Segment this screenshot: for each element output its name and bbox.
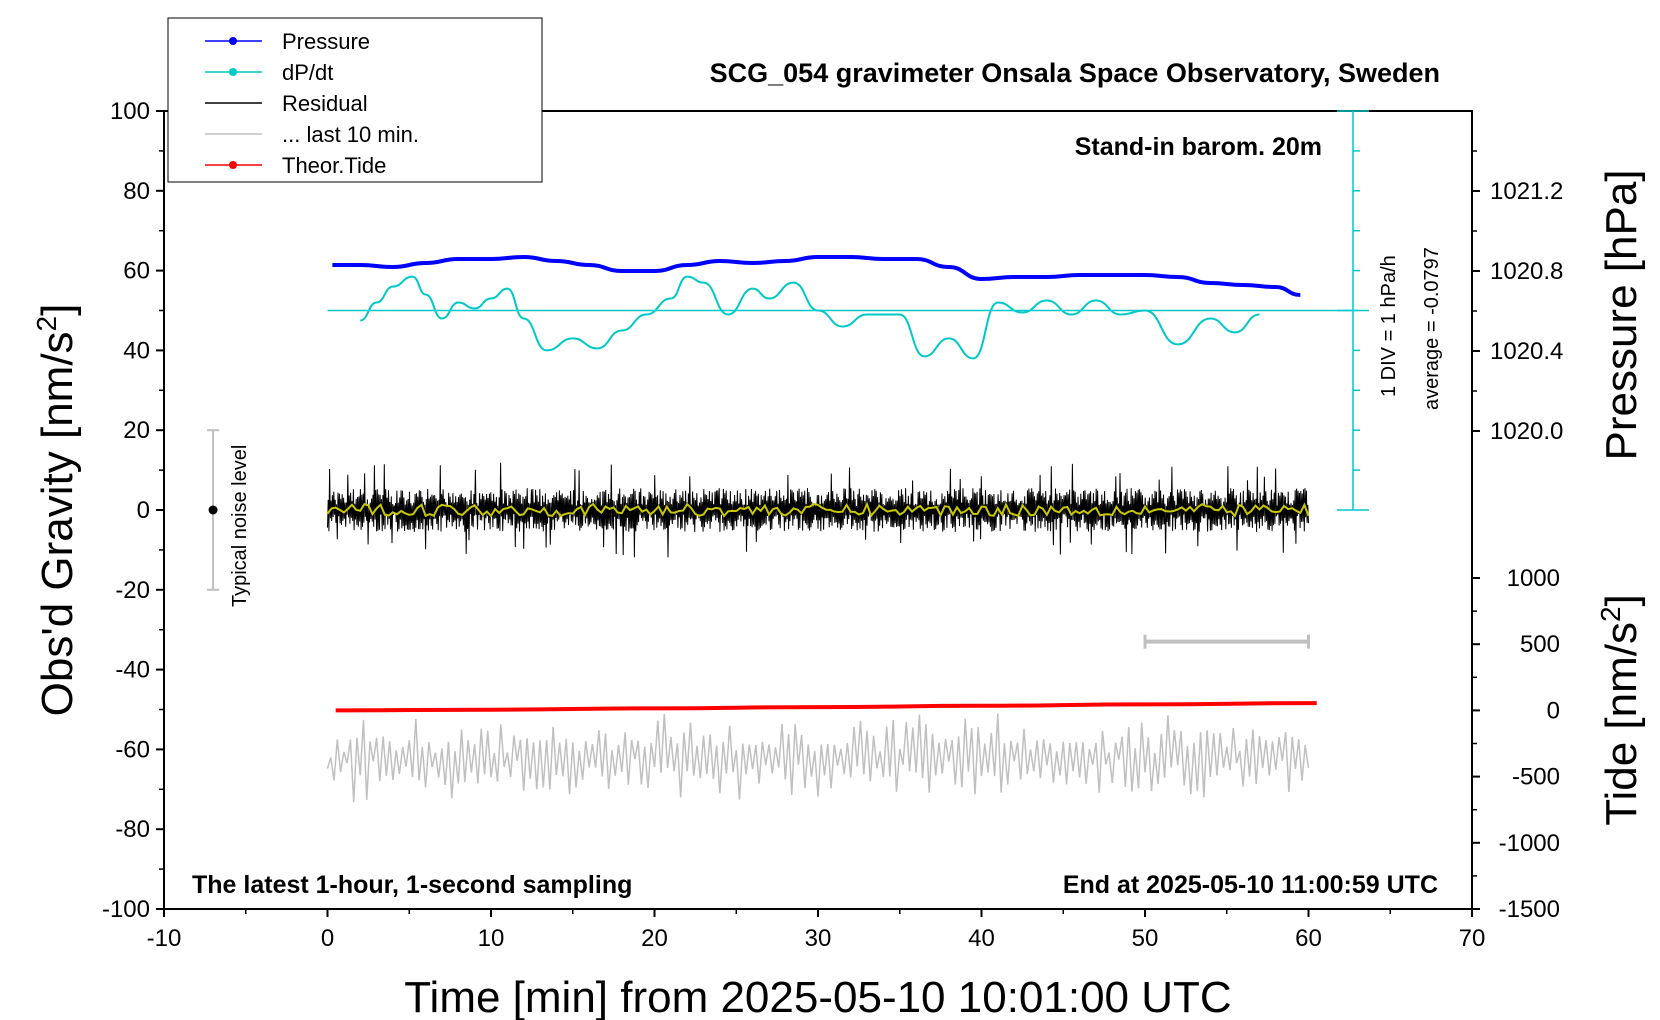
y-left-tick-label: 0 (137, 497, 150, 524)
y-left-tick-label: 60 (123, 258, 150, 285)
tide-tick-label: -1000 (1499, 830, 1560, 857)
barometer-note: Stand-in barom. 20m (1075, 133, 1322, 161)
series-residual (327, 462, 1309, 558)
y-left-tick-label: -60 (115, 736, 150, 763)
y-axis-tide-label: Tide [nm/s2] (1595, 594, 1646, 826)
y-left-tick-label: 20 (123, 417, 150, 444)
legend-label: Residual (282, 91, 368, 116)
y-left-tick-label: -100 (102, 896, 150, 923)
dpdt-scale-note: 1 DIV = 1 hPa/h (1378, 255, 1400, 397)
tide-tick-label: -500 (1512, 764, 1560, 791)
y-left-tick-label: -80 (115, 816, 150, 843)
x-axis-label: Time [min] from 2025-05-10 10:01:00 UTC (404, 973, 1231, 1020)
x-tick-label: 70 (1459, 925, 1486, 952)
x-tick-label: -10 (147, 925, 182, 952)
series-dpdt (359, 275, 1260, 360)
legend-swatch-marker (229, 68, 237, 76)
pressure-tick-label: 1020.8 (1490, 258, 1563, 285)
legend-label: Theor.Tide (282, 153, 386, 178)
y-axis-pressure-label: Pressure [hPa] (1597, 169, 1646, 460)
y-left-tick-label: -40 (115, 657, 150, 684)
series-theor-tide (335, 701, 1317, 713)
tide-tick-label: -1500 (1499, 896, 1560, 923)
x-tick-label: 50 (1132, 925, 1159, 952)
y-left-tick-label: -20 (115, 577, 150, 604)
x-tick-label: 0 (321, 925, 334, 952)
series-last-10-min (326, 713, 1310, 803)
legend-swatch-marker (229, 37, 237, 45)
legend: Pressure dP/dt Residual ... last 10 min. The… (167, 17, 543, 183)
x-tick-label: 10 (478, 925, 505, 952)
x-tick-label: 20 (641, 925, 668, 952)
series-pressure (332, 254, 1301, 297)
series-residual-smoothed (326, 501, 1310, 518)
legend-label: ... last 10 min. (282, 122, 419, 147)
series-layer (207, 110, 1369, 803)
legend-label: dP/dt (282, 60, 333, 85)
dpdt-average-note: average = -0.0797 (1421, 247, 1443, 410)
tide-tick-label: 0 (1547, 697, 1560, 724)
legend-label: Pressure (282, 29, 370, 54)
axis-ticks: -10 0 10 20 30 40 50 60 70100806040200-20-40-60-… (102, 98, 1563, 952)
noise-level-label: Typical noise level (229, 445, 251, 607)
y-axis-left-label: Obs'd Gravity [nm/s2] (31, 304, 82, 717)
y-left-tick-label: 100 (110, 98, 150, 125)
x-tick-label: 60 (1295, 925, 1322, 952)
tide-tick-label: 500 (1520, 631, 1560, 658)
noise-bar-center-dot (208, 505, 218, 515)
bottom-right-note: End at 2025-05-10 11:00:59 UTC (1063, 871, 1438, 899)
y-left-tick-label: 80 (123, 178, 150, 205)
y-left-tick-label: 40 (123, 337, 150, 364)
x-tick-label: 30 (805, 925, 832, 952)
bottom-left-note: The latest 1-hour, 1-second sampling (192, 871, 632, 899)
x-tick-label: 40 (968, 925, 995, 952)
chart-title: SCG_054 gravimeter Onsala Space Observat… (710, 58, 1440, 88)
legend-box (167, 17, 543, 183)
pressure-tick-label: 1021.2 (1490, 178, 1563, 205)
pressure-tick-label: 1020.4 (1490, 338, 1563, 365)
pressure-tick-label: 1020.0 (1490, 418, 1563, 445)
tide-tick-label: 1000 (1507, 565, 1560, 592)
legend-swatch-marker (229, 161, 237, 169)
